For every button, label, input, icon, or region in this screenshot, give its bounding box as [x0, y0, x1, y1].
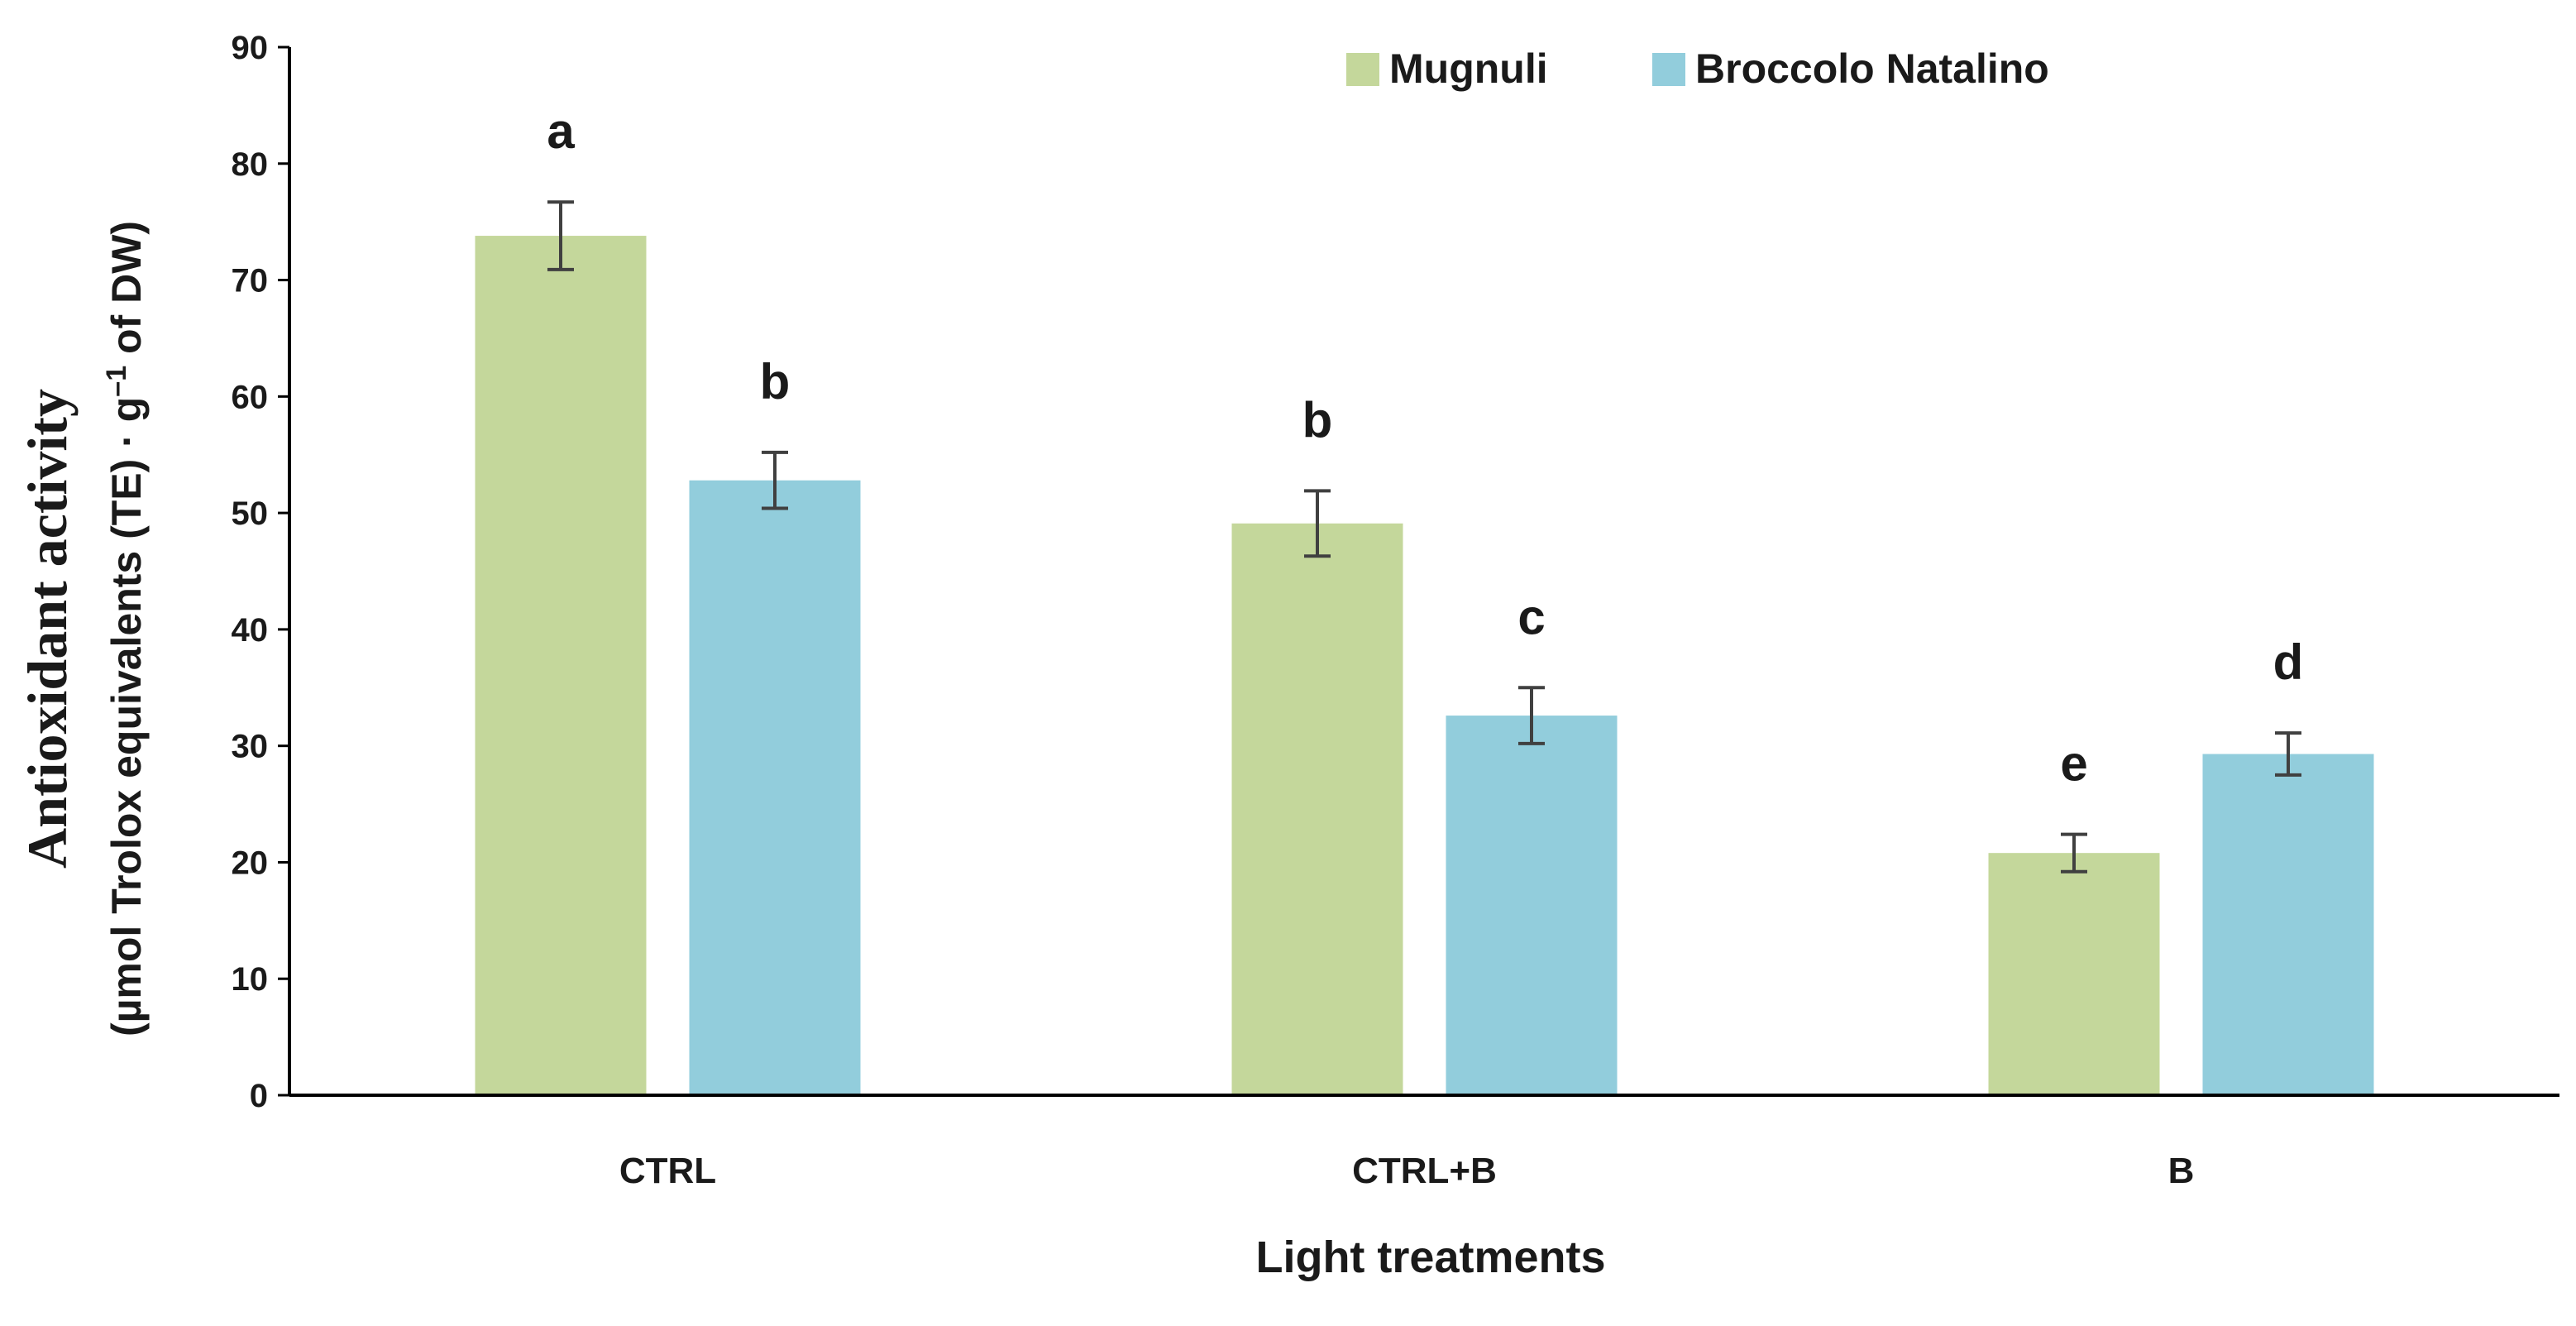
x-tick-label: CTRL+B — [1352, 1151, 1497, 1191]
y-tick-label: 40 — [232, 612, 269, 649]
y-tick-label: 10 — [232, 961, 269, 998]
x-tick-label: CTRL — [619, 1151, 716, 1191]
legend-label-mugnuli: Mugnuli — [1389, 45, 1548, 92]
y-axis-title-line2: (µmol Trolox equivalents (TE) · g–1 of D… — [101, 221, 150, 1036]
y-tick-label: 90 — [232, 30, 269, 66]
legend-label-broccolo-natalino: Broccolo Natalino — [1695, 45, 2049, 92]
y-tick-label: 0 — [250, 1078, 268, 1114]
bar — [2202, 754, 2374, 1095]
legend-swatch-mugnuli — [1346, 53, 1379, 86]
significance-letter: a — [547, 103, 575, 159]
y-tick-label: 30 — [232, 729, 269, 765]
significance-letter: b — [760, 354, 791, 409]
significance-letter: e — [2060, 736, 2087, 792]
y-axis-title-line1: Antioxidant activity — [16, 389, 79, 869]
y-tick-label: 60 — [232, 379, 269, 415]
y-tick-label: 80 — [232, 146, 269, 183]
bar — [1231, 523, 1403, 1095]
x-tick-label: B — [2168, 1151, 2195, 1191]
significance-letter: d — [2273, 634, 2304, 690]
significance-letter: c — [1517, 589, 1545, 644]
x-axis-title: Light treatments — [1255, 1233, 1605, 1282]
legend: Mugnuli Broccolo Natalino — [1346, 45, 2049, 92]
y-tick-label: 50 — [232, 495, 269, 532]
significance-letter: b — [1302, 392, 1333, 448]
bar — [689, 480, 861, 1095]
y-tick-label: 70 — [232, 263, 269, 299]
bar — [1988, 853, 2160, 1095]
bar — [1446, 716, 1618, 1095]
y-tick-label: 20 — [232, 845, 269, 881]
legend-swatch-broccolo-natalino — [1652, 53, 1685, 86]
bar — [475, 236, 647, 1095]
